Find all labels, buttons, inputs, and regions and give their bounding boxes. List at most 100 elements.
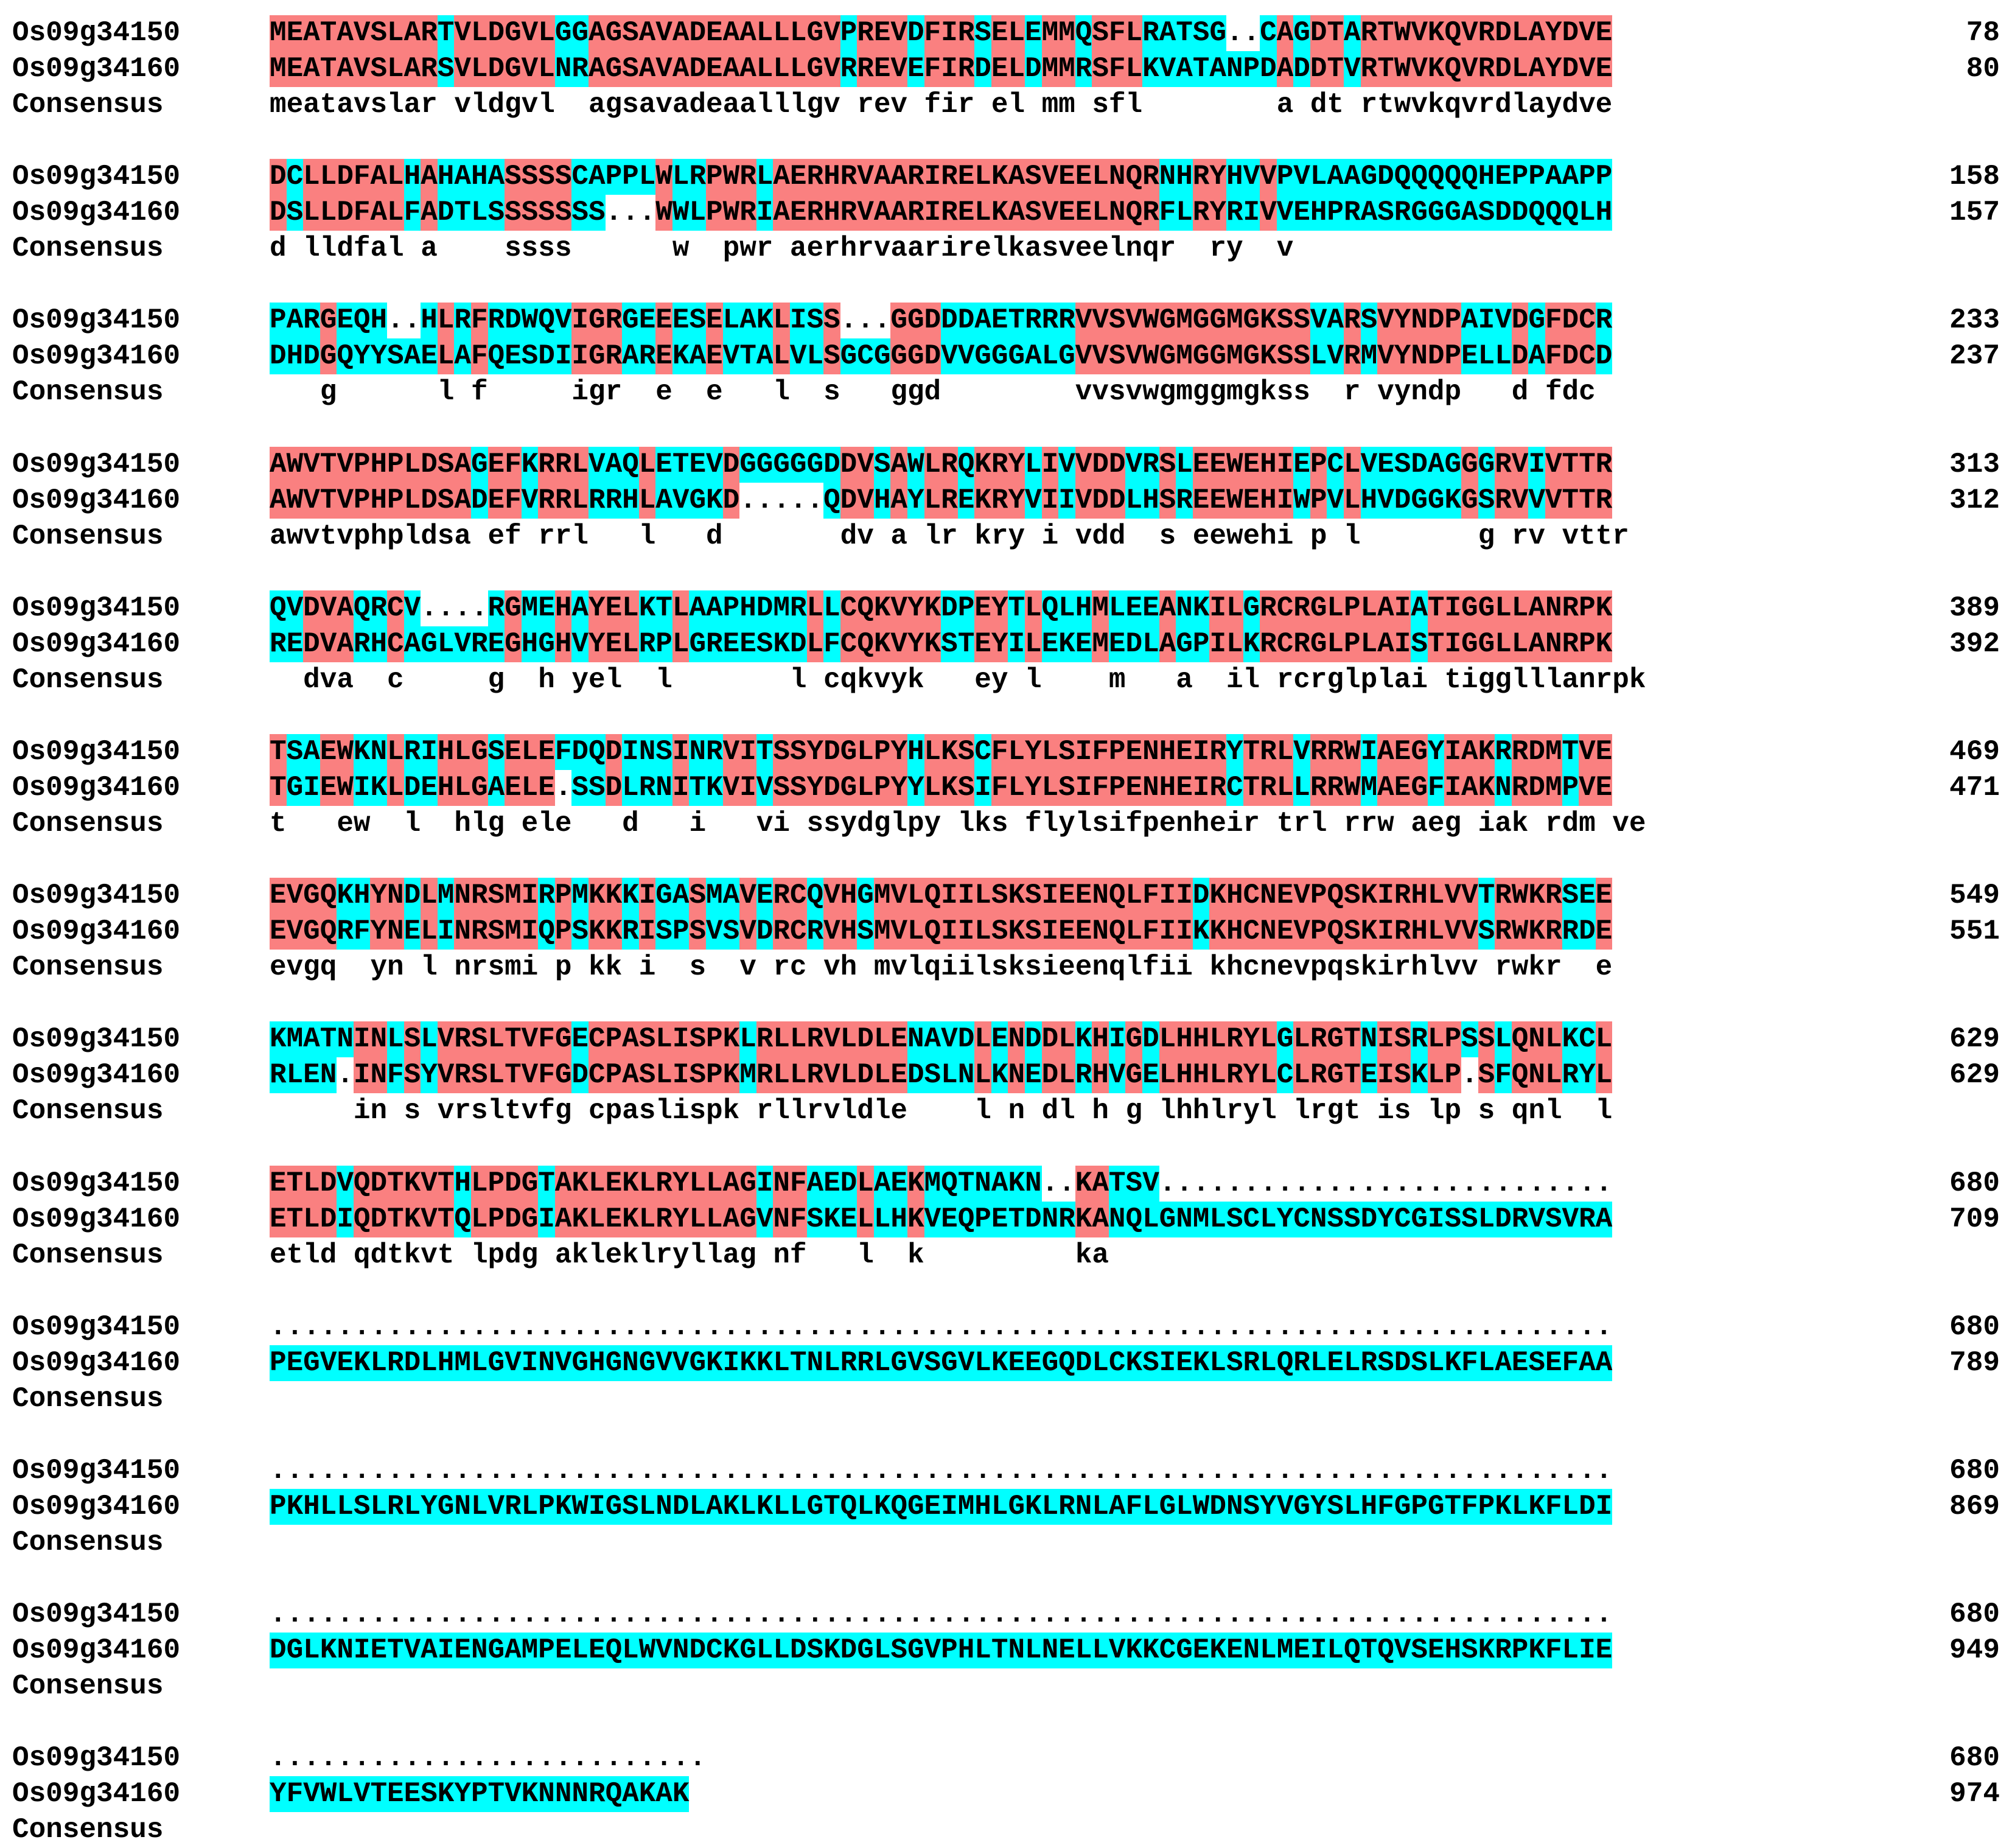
residue-count: 392 (1949, 628, 2000, 660)
sequence-residues: ETLDVQDTKVTHLPDGTAKLEKLRYLLAGINFAEDLAEKM… (270, 1165, 1612, 1202)
sequence-row: Os09g34160 DGLKNIETVAIENGAMPELEQLWVNDCKGL… (0, 1633, 2012, 1669)
residue-count: 789 (1949, 1346, 2000, 1379)
alignment-block: Os09g34150 KMATNINLSLVRSLTVFGECPASLISPKLR… (0, 1021, 2012, 1129)
sequence-label: Os09g34150 (12, 1167, 181, 1199)
consensus-row: Consensus etld qdtkvt lpdg akleklryllag n… (0, 1237, 2012, 1273)
residue-count: 471 (1949, 772, 2000, 803)
alignment-block: Os09g34150 MEATAVSLARTVLDGVLGGAGSAVADEAAL… (0, 15, 2012, 123)
sequence-row: Os09g34150 EVGQKHYNDLMNRSMIRPMKKKIGASMAVE… (0, 878, 2012, 914)
sequence-residues: PKHLLSLRLYGNLVRLPKWIGSLNDLAKLKLLGTQLKQGE… (270, 1489, 1612, 1525)
sequence-label: Os09g34150 (12, 448, 181, 480)
sequence-label: Os09g34150 (12, 880, 181, 912)
sequence-row: Os09g34160 ETLDIQDTKVTQLPDGIAKLEKLRYLLAGV… (0, 1201, 2012, 1237)
sequence-label: Os09g34160 (12, 197, 181, 229)
sequence-residues: DGLKNIETVAIENGAMPELEQLWVNDCKGLLDSKDGLSGV… (270, 1633, 1612, 1669)
sequence-label: Os09g34160 (12, 53, 181, 85)
sequence-label: Consensus (12, 1814, 164, 1846)
sequence-label: Consensus (12, 663, 164, 696)
sequence-row: Os09g34160 TGIEWIKLDEHLGAELE.SSDLRNITKVIV… (0, 770, 2012, 806)
sequence-residues: KMATNINLSLVRSLTVFGECPASLISPKLRLLRVLDLENA… (270, 1021, 1612, 1058)
consensus-row: Consensus g l f igr e e l s ggd vvsvwgmg… (0, 374, 2012, 410)
sequence-label: Os09g34150 (12, 1023, 181, 1055)
consensus-row: Consensus evgq yn l nrsmi p kk i s v rc v… (0, 950, 2012, 985)
sequence-label: Os09g34160 (12, 915, 181, 948)
sequence-row: Os09g34160 MEATAVSLARSVLDGVLNRAGSAVADEAAL… (0, 51, 2012, 87)
sequence-residues: evgq yn l nrsmi p kk i s v rc vh mvlqiil… (270, 951, 1613, 984)
sequence-row: Os09g34160 PKHLLSLRLYGNLVRLPKWIGSLNDLAKLK… (0, 1489, 2012, 1525)
sequence-label: Os09g34160 (12, 1778, 181, 1810)
residue-count: 680 (1949, 1598, 2000, 1631)
consensus-row: Consensus d lldfal a ssss w pwr aerhrvaar… (0, 231, 2012, 267)
consensus-row: Consensus (0, 1381, 2012, 1417)
sequence-label: Os09g34160 (12, 340, 181, 373)
residue-count: 949 (1949, 1634, 2000, 1667)
sequence-residues: TGIEWIKLDEHLGAELE.SSDLRNITKVIVSSYDGLPYYL… (270, 770, 1612, 806)
sequence-label: Consensus (12, 1095, 164, 1127)
sequence-label: Os09g34160 (12, 1634, 181, 1667)
sequence-residues: RLEN.INFSYVRSLTVFGDCPASLISPKMRLLRVLDLEDS… (270, 1057, 1612, 1094)
sequence-row: Os09g34150 TSAEWKNLRIHLGSELEFDQDINSINRVIT… (0, 734, 2012, 770)
sequence-residues: ........................................… (270, 1311, 1613, 1343)
sequence-residues: DHDGQYYSAELAFQESDIIGRAREKAEVTALVLSGCGGGD… (270, 338, 1612, 375)
sequence-label: Consensus (12, 1382, 164, 1415)
residue-count: 629 (1949, 1023, 2000, 1055)
consensus-row: Consensus (0, 1525, 2012, 1561)
sequence-residues: PARGEQH..HLRFRDWQVIGRGEEESELAKLISS...GGD… (270, 303, 1612, 339)
alignment-block: Os09g34150 QVDVAQRCV....RGMEHAYELKTLAAPHD… (0, 590, 2012, 698)
sequence-row: Os09g34150..............................… (0, 1309, 2012, 1345)
sequence-row: Os09g34150 QVDVAQRCV....RGMEHAYELKTLAAPHD… (0, 590, 2012, 626)
residue-count: 974 (1949, 1778, 2000, 1810)
residue-count: 709 (1949, 1203, 2000, 1235)
sequence-row: Os09g34160 EVGQRFYNELINRSMIQPSKKRISPSVSVD… (0, 914, 2012, 950)
residue-count: 313 (1949, 448, 2000, 480)
sequence-residues: YFVWLVTEESKYPTVKNNNRQAKAK (270, 1776, 689, 1813)
sequence-label: Consensus (12, 233, 164, 265)
sequence-label: Consensus (12, 1670, 164, 1703)
sequence-row: Os09g34150 ETLDVQDTKVTHLPDGTAKLEKLRYLLAGI… (0, 1165, 2012, 1202)
sequence-label: Os09g34150 (12, 17, 181, 49)
sequence-residues: QVDVAQRCV....RGMEHAYELKTLAAPHDMRLLCQKVYK… (270, 590, 1612, 626)
residue-count: 389 (1949, 592, 2000, 624)
residue-count: 629 (1949, 1059, 2000, 1091)
sequence-label: Consensus (12, 808, 164, 839)
consensus-row: Consensus t ew l hlg ele d i vi ssydglpy … (0, 806, 2012, 842)
sequence-label: Os09g34160 (12, 1346, 181, 1379)
alignment-block: Os09g34150 PARGEQH..HLRFRDWQVIGRGEEESELAK… (0, 303, 2012, 410)
sequence-label: Os09g34150 (12, 1455, 181, 1486)
residue-count: 157 (1949, 197, 2000, 229)
sequence-label: Consensus (12, 376, 164, 408)
sequence-label: Os09g34160 (12, 1203, 181, 1235)
sequence-row: Os09g34150 MEATAVSLARTVLDGVLGGAGSAVADEAAL… (0, 15, 2012, 51)
residue-count: 237 (1949, 340, 2000, 373)
sequence-residues: EVGQRFYNELINRSMIQPSKKRISPSVSVDRCRVHSMVLQ… (270, 914, 1612, 950)
sequence-label: Os09g34150 (12, 1742, 181, 1774)
residue-count: 469 (1949, 736, 2000, 768)
sequence-label: Os09g34150 (12, 1598, 181, 1631)
sequence-label: Os09g34150 (12, 736, 181, 768)
sequence-row: Os09g34160 YFVWLVTEESKYPTVKNNNRQAKAK 974 (0, 1776, 2012, 1813)
sequence-label: Os09g34160 (12, 484, 181, 516)
consensus-row: Consensus dva c g h yel l l cqkvyk ey l … (0, 662, 2012, 698)
sequence-label: Os09g34150 (12, 161, 181, 193)
sequence-label: Os09g34160 (12, 772, 181, 803)
sequence-row: Os09g34150.......................... 680 (0, 1740, 2012, 1776)
sequence-residues: DCLLDFALHAHAHASSSSCAPPLWLRPWRLAERHRVAARI… (270, 159, 1612, 195)
sequence-row: Os09g34150 AWVTVPHPLDSAGEFKRRLVAQLETEVDGG… (0, 446, 2012, 483)
alignment-block: Os09g34150..............................… (0, 1309, 2012, 1417)
residue-count: 680 (1949, 1455, 2000, 1486)
sequence-row: Os09g34150..............................… (0, 1453, 2012, 1489)
sequence-row: Os09g34160 DHDGQYYSAELAFQESDIIGRAREKAEVTA… (0, 338, 2012, 375)
residue-count: 158 (1949, 161, 2000, 193)
sequence-residues: MEATAVSLARTVLDGVLGGAGSAVADEAALLLGVPREVDF… (270, 15, 1612, 51)
sequence-label: Consensus (12, 951, 164, 984)
sequence-residues: ........................................… (270, 1598, 1613, 1631)
sequence-row: Os09g34160 PEGVEKLRDLHMLGVINVGHGNGVVGKIKK… (0, 1345, 2012, 1381)
sequence-row: Os09g34160 AWVTVPHPLDSADEFVRRLRRHLAVGKD..… (0, 482, 2012, 519)
sequence-label: Consensus (12, 520, 164, 552)
sequence-residues: EVGQKHYNDLMNRSMIRPMKKKIGASMAVERCQVHGMVLQ… (270, 878, 1612, 914)
sequence-residues: g l f igr e e l s ggd vvsvwgmggmgkss r v… (320, 376, 1596, 408)
sequence-residues: d lldfal a ssss w pwr aerhrvaarirelkasve… (270, 233, 1294, 265)
sequence-residues: PEGVEKLRDLHMLGVINVGHGNGVVGKIKKLTNLRRLGVS… (270, 1345, 1612, 1381)
sequence-residues: ........................................… (270, 1455, 1613, 1486)
